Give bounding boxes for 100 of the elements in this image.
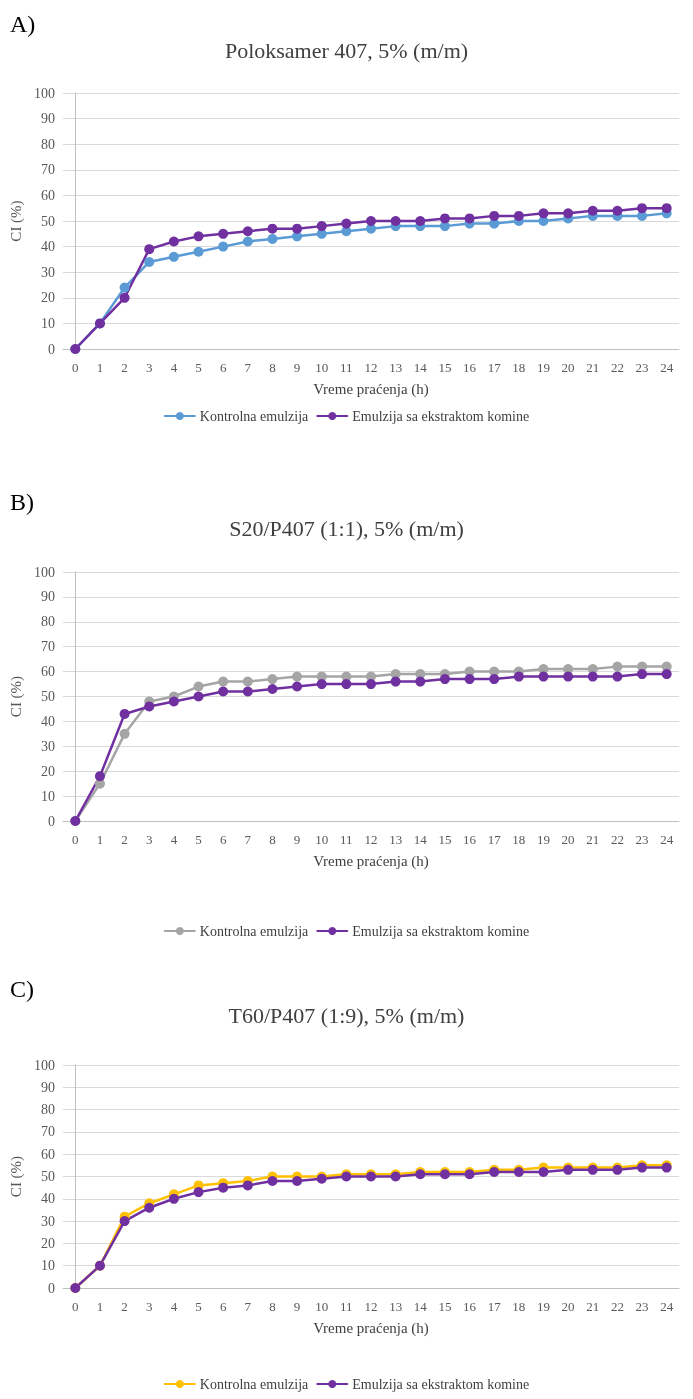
x-tick-label: 24 — [660, 360, 674, 375]
x-tick-label: 13 — [389, 360, 403, 375]
y-tick-label: 30 — [41, 1213, 55, 1229]
y-tick-label: 70 — [41, 162, 55, 178]
x-tick-label: 2 — [121, 360, 128, 375]
y-tick-label: 50 — [41, 1169, 55, 1184]
x-tick-label: 14 — [413, 360, 428, 375]
y-tick-label: 90 — [41, 589, 55, 605]
y-tick-label: 60 — [41, 1146, 55, 1162]
y-tick-label: 60 — [41, 664, 55, 680]
x-tick-label: 8 — [269, 832, 276, 847]
x-tick-label: 2 — [121, 1299, 128, 1314]
x-tick-label: 0 — [72, 1299, 79, 1314]
legend-label: Emulzija sa ekstraktom komine — [352, 923, 530, 939]
y-tick-label: 60 — [41, 187, 55, 203]
text: A) — [10, 11, 36, 37]
x-tick-label: 10 — [315, 360, 329, 375]
x-tick-label: 9 — [293, 360, 301, 375]
x-tick-label: 23 — [635, 1299, 649, 1314]
x-tick-label: 24 — [660, 1299, 674, 1314]
y-tick-label: 20 — [41, 1235, 55, 1251]
x-tick-label: 10 — [315, 832, 329, 847]
x-tick-label: 3 — [145, 832, 153, 847]
x-tick-label: 18 — [512, 360, 526, 375]
x-tick-label: 7 — [244, 832, 252, 847]
x-tick-label: 15 — [438, 360, 452, 375]
y-tick-label: 0 — [48, 341, 55, 357]
x-tick-label: 8 — [269, 1299, 276, 1314]
x-tick-label: 20 — [561, 360, 575, 375]
y-tick-label: 30 — [41, 264, 55, 280]
y-tick-label: 20 — [41, 763, 55, 779]
y-tick-label: 90 — [41, 1079, 55, 1095]
x-tick-label: 14 — [413, 832, 428, 847]
x-tick-label: 13 — [389, 832, 403, 847]
y-tick-label: 40 — [41, 1191, 55, 1207]
x-tick-label: 5 — [195, 1299, 202, 1314]
x-tick-label: 4 — [170, 360, 178, 375]
x-tick-label: 7 — [244, 1299, 252, 1314]
x-tick-label: 1 — [96, 832, 104, 847]
y-axis-title: CI (%) — [7, 1155, 25, 1198]
y-tick-label: 20 — [41, 290, 55, 306]
x-tick-label: 11 — [340, 1299, 353, 1314]
legend-label: Emulzija sa ekstraktom komine — [352, 1376, 530, 1392]
x-tick-label: 11 — [340, 832, 353, 847]
y-tick-label: 50 — [41, 213, 55, 229]
x-tick-label: 4 — [170, 1299, 178, 1314]
x-tick-label: 10 — [315, 1299, 329, 1314]
x-tick-label: 13 — [389, 1299, 403, 1314]
x-tick-label: 16 — [463, 1299, 477, 1314]
x-tick-label: 2 — [121, 832, 128, 847]
x-tick-label: 20 — [561, 1299, 575, 1314]
chart-title: S20/P407 (1:1), 5% (m/m) — [229, 515, 464, 541]
y-tick-label: 100 — [34, 1057, 55, 1073]
y-tick-label: 70 — [41, 1124, 55, 1140]
x-tick-label: 22 — [610, 360, 624, 375]
x-tick-label: 0 — [72, 360, 79, 375]
y-axis-title: CI (%) — [7, 200, 25, 242]
x-axis-title: Vreme praćenja (h) — [313, 852, 429, 870]
x-tick-label: 19 — [536, 1299, 550, 1314]
y-tick-label: 90 — [41, 111, 55, 127]
x-tick-label: 9 — [293, 832, 301, 847]
x-tick-label: 12 — [364, 832, 378, 847]
x-tick-label: 1 — [96, 360, 104, 375]
y-tick-label: 80 — [41, 1102, 55, 1118]
y-tick-label: 70 — [41, 639, 55, 655]
text: C) — [10, 976, 34, 1002]
y-tick-label: 10 — [41, 1258, 55, 1274]
x-tick-label: 16 — [463, 832, 477, 847]
x-tick-label: 21 — [586, 360, 600, 375]
x-tick-label: 6 — [219, 1299, 227, 1314]
x-tick-label: 4 — [170, 832, 178, 847]
x-tick-label: 17 — [487, 832, 502, 847]
x-tick-label: 23 — [635, 832, 649, 847]
x-tick-label: 6 — [219, 360, 227, 375]
x-tick-label: 12 — [364, 1299, 378, 1314]
legend-label: Emulzija sa ekstraktom komine — [352, 408, 530, 424]
x-tick-label: 12 — [364, 360, 378, 375]
x-tick-label: 1 — [96, 1299, 104, 1314]
y-tick-label: 40 — [41, 713, 55, 729]
x-tick-label: 3 — [145, 1299, 153, 1314]
x-tick-label: 11 — [340, 360, 353, 375]
x-tick-label: 22 — [610, 832, 624, 847]
x-tick-label: 16 — [463, 360, 477, 375]
x-tick-label: 7 — [244, 360, 252, 375]
x-tick-label: 24 — [660, 832, 674, 847]
y-tick-label: 100 — [34, 85, 55, 101]
x-tick-label: 14 — [413, 1299, 428, 1314]
x-tick-label: 22 — [610, 1299, 624, 1314]
x-tick-label: 19 — [536, 360, 550, 375]
y-tick-label: 40 — [41, 239, 55, 255]
y-tick-label: 10 — [41, 788, 55, 804]
x-tick-label: 23 — [635, 360, 649, 375]
text: B) — [10, 489, 34, 515]
x-axis-title: Vreme praćenja (h) — [313, 1319, 429, 1337]
x-tick-label: 17 — [487, 360, 502, 375]
y-axis-title: CI (%) — [7, 675, 25, 718]
x-tick-label: 5 — [195, 832, 202, 847]
x-tick-label: 18 — [512, 1299, 526, 1314]
legend-label: Kontrolna emulzija — [199, 1376, 310, 1392]
x-tick-label: 21 — [586, 832, 600, 847]
